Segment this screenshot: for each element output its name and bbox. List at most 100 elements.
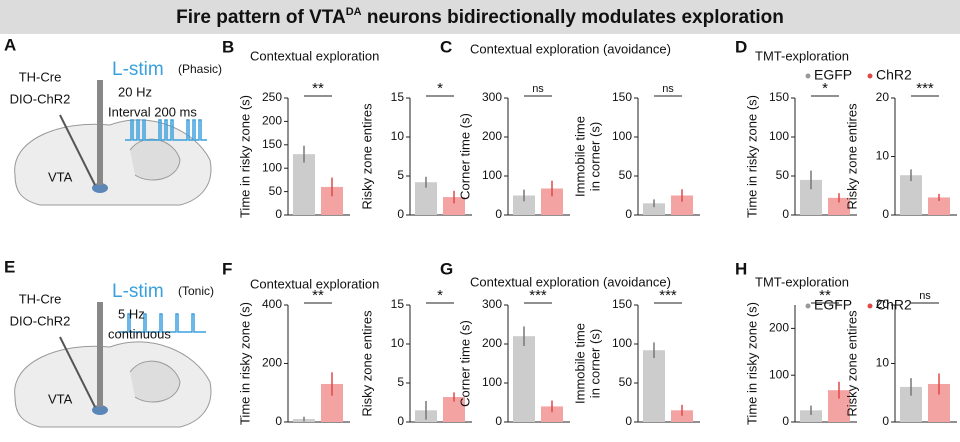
y-axis-label: Risky zone entires [844,310,859,417]
legend-swatch [805,303,811,309]
significance-label: *** [659,287,677,304]
bar [643,350,665,422]
diagram-shapes [14,302,212,428]
y-tick-label: 15 [391,297,405,311]
legend-swatch [867,303,873,309]
y-tick-label: 10 [876,356,890,370]
bar [541,406,563,422]
diagram-label: VTA [48,391,73,406]
title-part: neurons bidirectionally modulates explor… [362,7,784,28]
y-tick-label: 200 [482,129,502,143]
y-axis-label: Corner time (s) [457,113,472,200]
y-tick-label: 15 [391,90,405,104]
bar [513,195,535,215]
y-tick-label: 200 [262,356,282,370]
diagram-label: Interval 200 ms [108,104,197,119]
y-tick-label: 10 [391,336,405,350]
bar [800,410,822,422]
bar [443,197,465,215]
y-tick-label: 200 [262,114,282,128]
y-tick-label: 50 [619,375,633,389]
diagram-label: 5 Hz [118,306,145,321]
y-tick-label: 20 [876,297,890,311]
bar [928,383,950,422]
panel-letter: B [222,37,234,56]
diagram-shapes [14,80,212,206]
diagram-label: VTA [48,169,73,184]
panel-letter: D [735,37,747,56]
y-tick-label: 0 [275,207,282,221]
y-tick-label: 50 [619,168,633,182]
significance-label: *** [916,80,934,97]
y-tick-label: 150 [262,137,282,151]
y-tick-label: 100 [482,168,502,182]
bar [900,175,922,215]
y-tick-label: 0 [782,207,789,221]
diagram-label: TH-Cre [19,291,62,306]
bar [541,188,563,215]
y-tick-label: 0 [782,414,789,428]
panel-letter: A [4,35,16,54]
y-tick-label: 50 [776,168,790,182]
y-tick-label: 0 [625,207,632,221]
bar [671,195,693,215]
diagram-label: (Phasic) [178,62,222,76]
y-tick-label: 100 [769,367,789,381]
y-tick-label: 0 [625,414,632,428]
panel-heading: Contextual exploration [250,276,379,291]
title-part: Fire pattern of VTA [176,7,346,28]
diagram-label: (Tonic) [178,284,214,298]
y-tick-label: 100 [612,129,632,143]
diagram-label: L-stim [112,281,164,302]
significance-label: ns [919,290,931,302]
y-tick-label: 400 [262,297,282,311]
bar [828,390,850,422]
y-axis-label: Risky zone entires [359,103,374,210]
y-tick-label: 250 [262,90,282,104]
y-tick-label: 0 [397,414,404,428]
bar [293,154,315,215]
bar [900,386,922,422]
y-axis-label: Corner time (s) [457,320,472,407]
legend-swatch [867,73,873,79]
y-tick-label: 10 [876,149,890,163]
panel-letter: E [4,257,15,276]
significance-label: *** [529,287,547,304]
bar [513,336,535,422]
bar [443,397,465,422]
significance-label: * [822,80,828,97]
y-tick-label: 150 [612,297,632,311]
y-axis-label: Risky zone entires [359,310,374,417]
bar [643,203,665,215]
y-tick-label: 200 [769,321,789,335]
y-tick-label: 150 [612,90,632,104]
legend-label: EGFP [814,67,852,83]
bar [321,186,343,215]
title-sup: DA [346,6,362,18]
panel-letter: G [440,259,453,278]
significance-label: ** [312,287,324,304]
bar [415,182,437,215]
diagram-label: 20 Hz [118,84,152,99]
panel-heading: Contextual exploration (avoidance) [470,274,671,289]
y-tick-label: 0 [397,207,404,221]
legend-label: ChR2 [876,67,912,83]
y-tick-label: 200 [482,336,502,350]
y-axis-label: in corner (s) [587,329,602,398]
diagram-label: DIO-ChR2 [10,91,71,106]
diagram-label: TH-Cre [19,69,62,84]
significance-label: * [437,80,443,97]
legend-swatch [805,73,811,79]
y-tick-label: 300 [482,90,502,104]
y-axis-label: Time in risky zone (s) [237,95,252,218]
y-tick-label: 5 [397,375,404,389]
bar [928,197,950,215]
panel-letter: F [222,259,232,278]
y-tick-label: 100 [262,160,282,174]
y-tick-label: 100 [769,129,789,143]
diagram-label: DIO-ChR2 [10,313,71,328]
panel-letter: H [735,259,747,278]
y-tick-label: 0 [882,207,889,221]
significance-label: ** [819,287,831,304]
